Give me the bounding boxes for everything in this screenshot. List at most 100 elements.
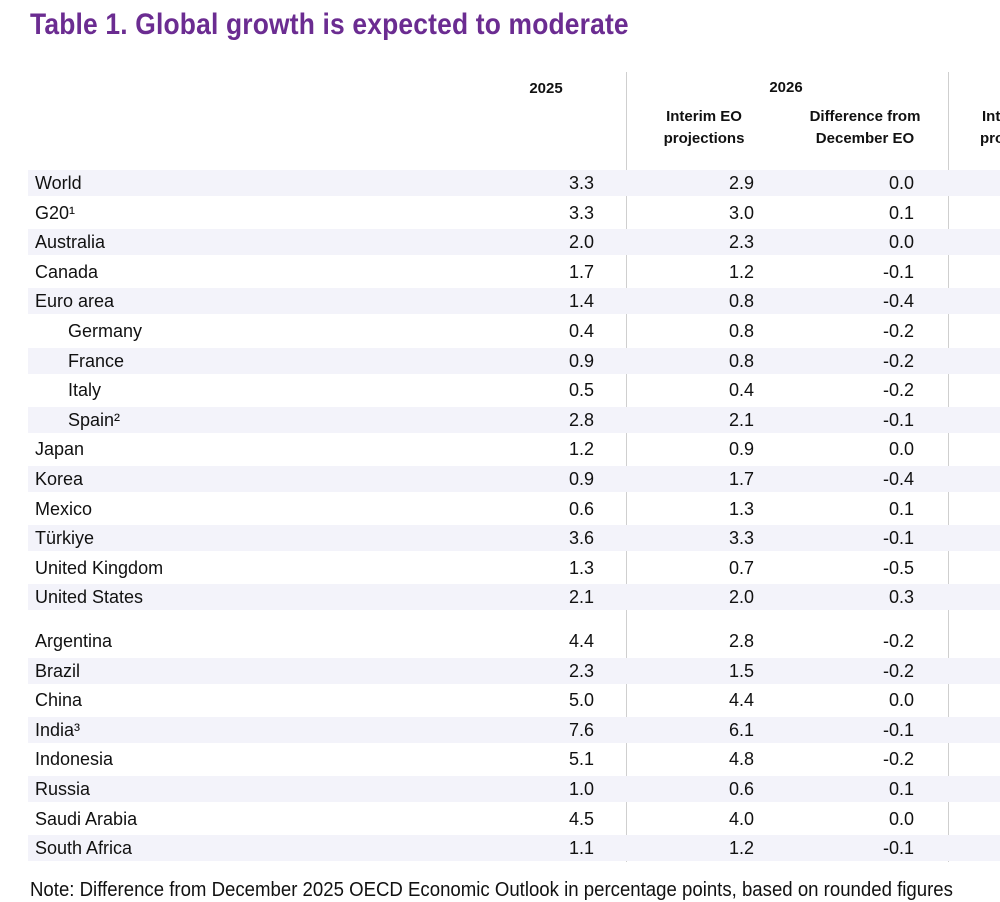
value-interim-2026: 0.8 <box>728 350 754 371</box>
table-row: Saudi Arabia 4.5 4.0 0.0 <box>0 804 1000 834</box>
value-2025: 1.3 <box>568 557 594 578</box>
value-interim-2026: 2.9 <box>728 173 754 193</box>
value-2025: 3.6 <box>568 528 594 549</box>
row-label: Australia <box>35 232 106 253</box>
value-2025: 0.5 <box>568 380 594 401</box>
row-label: China <box>35 690 83 711</box>
row-label: Germany <box>68 321 143 341</box>
value-interim-2026: 1.2 <box>728 261 754 282</box>
header-difference-line2: December EO <box>815 130 915 147</box>
table-row: Brazil 2.3 1.5 -0.2 <box>0 656 1000 686</box>
value-2025: 5.1 <box>568 749 594 770</box>
value-2025: 1.0 <box>568 779 594 799</box>
value-interim-2026: 0.8 <box>728 321 754 341</box>
row-band <box>28 288 1000 315</box>
header-next-line1: Int <box>982 108 1000 125</box>
row-label: Brazil <box>35 660 81 681</box>
value-interim-2026: 3.3 <box>728 528 754 549</box>
value-interim-2026: 0.8 <box>728 291 754 312</box>
value-2025: 0.9 <box>568 350 594 371</box>
row-label: Argentina <box>35 631 113 651</box>
value-interim-2026: 1.3 <box>728 498 754 519</box>
row-label: Euro area <box>35 291 115 312</box>
value-difference-2026: -0.2 <box>882 350 914 371</box>
table-row: France 0.9 0.8 -0.2 <box>0 346 1000 376</box>
value-interim-2026: 1.5 <box>728 660 754 681</box>
table-row: United Kingdom 1.3 0.7 -0.5 <box>0 553 1000 583</box>
table-row: G20¹ 3.3 3.0 0.1 <box>0 198 1000 228</box>
table-row: Russia 1.0 0.6 0.1 <box>0 774 1000 804</box>
table-title: Table 1. Global growth is expected to mo… <box>30 8 629 41</box>
row-label: World <box>35 173 82 193</box>
value-2025: 4.5 <box>568 808 594 829</box>
row-label: South Africa <box>35 838 133 859</box>
row-label: G20¹ <box>35 202 76 223</box>
row-band <box>28 466 1000 492</box>
row-band <box>28 584 1000 611</box>
header-interim-line2: projections <box>663 130 745 147</box>
row-label: India³ <box>35 719 81 740</box>
value-difference-2026: -0.2 <box>882 321 914 341</box>
value-2025: 2.1 <box>568 587 594 608</box>
value-2025: 0.9 <box>568 469 594 489</box>
value-interim-2026: 3.0 <box>728 202 754 223</box>
value-difference-2026: -0.1 <box>882 719 914 740</box>
row-band <box>28 229 1000 256</box>
row-band <box>28 170 1000 196</box>
row-label: Russia <box>35 779 91 799</box>
value-difference-2026: -0.1 <box>882 409 914 430</box>
table-row: Spain² 2.8 2.1 -0.1 <box>0 405 1000 435</box>
table-row: Italy 0.5 0.4 -0.2 <box>0 375 1000 405</box>
value-interim-2026: 0.7 <box>728 557 754 578</box>
value-2025: 4.4 <box>568 631 594 651</box>
row-band <box>28 657 1000 684</box>
value-difference-2026: 0.0 <box>888 808 914 829</box>
table-row: Korea 0.9 1.7 -0.4 <box>0 464 1000 494</box>
row-label: Korea <box>35 469 84 489</box>
row-label: Italy <box>68 380 102 401</box>
table-row: Canada 1.7 1.2 -0.1 <box>0 257 1000 287</box>
row-label: Mexico <box>35 498 93 519</box>
table-row: China 5.0 4.4 0.0 <box>0 685 1000 715</box>
row-label: United States <box>35 587 144 608</box>
value-difference-2026: 0.3 <box>888 587 914 608</box>
row-band <box>28 716 1000 743</box>
value-difference-2026: 0.1 <box>888 779 914 799</box>
value-interim-2026: 2.8 <box>728 631 754 651</box>
value-difference-2026: -0.4 <box>882 469 914 489</box>
row-label: France <box>68 350 125 371</box>
row-band <box>28 525 1000 552</box>
value-difference-2026: -0.1 <box>882 528 914 549</box>
value-interim-2026: 2.0 <box>728 587 754 608</box>
value-difference-2026: -0.2 <box>882 749 914 770</box>
header-next-column-clipped: Int pro <box>980 106 1000 152</box>
row-label: Indonesia <box>35 749 114 770</box>
value-difference-2026: 0.0 <box>888 173 914 193</box>
table-row: Japan 1.2 0.9 0.0 <box>0 434 1000 464</box>
header-2025: 2025 <box>529 80 563 97</box>
value-interim-2026: 2.1 <box>728 409 754 430</box>
value-difference-2026: 0.1 <box>888 498 914 519</box>
value-difference-2026: -0.5 <box>882 557 914 578</box>
table-row: Indonesia 5.1 4.8 -0.2 <box>0 744 1000 774</box>
row-band <box>28 406 1000 433</box>
row-label: Japan <box>35 439 85 460</box>
value-2025: 1.4 <box>568 291 594 312</box>
value-interim-2026: 1.2 <box>728 838 754 859</box>
value-difference-2026: 0.0 <box>888 232 914 253</box>
value-difference-2026: 0.1 <box>888 202 914 223</box>
table-row: Türkiye 3.6 3.3 -0.1 <box>0 523 1000 553</box>
value-difference-2026: -0.4 <box>882 291 914 312</box>
value-interim-2026: 6.1 <box>728 719 754 740</box>
header-interim-line1: Interim EO <box>666 108 742 125</box>
value-2025: 1.7 <box>568 261 594 282</box>
header-next-line2: pro <box>980 130 1000 147</box>
table-note: Note: Difference from December 2025 OECD… <box>30 879 953 901</box>
value-2025: 5.0 <box>568 690 594 711</box>
value-2025: 3.3 <box>568 202 594 223</box>
row-band <box>28 776 1000 802</box>
value-difference-2026: -0.1 <box>882 838 914 859</box>
value-2025: 2.3 <box>568 660 594 681</box>
value-interim-2026: 0.6 <box>728 779 754 799</box>
value-difference-2026: -0.2 <box>882 660 914 681</box>
